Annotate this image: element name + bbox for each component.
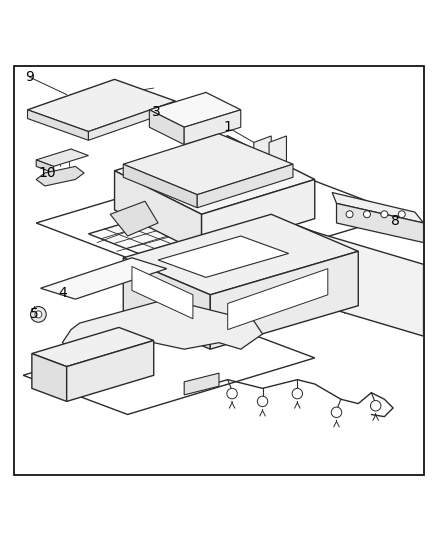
Polygon shape <box>110 201 158 236</box>
Polygon shape <box>14 66 424 475</box>
Polygon shape <box>254 136 271 177</box>
Polygon shape <box>32 353 67 401</box>
Circle shape <box>371 400 381 411</box>
Circle shape <box>364 211 371 218</box>
Circle shape <box>227 389 237 399</box>
Polygon shape <box>115 136 315 214</box>
Polygon shape <box>210 251 358 349</box>
Polygon shape <box>67 341 154 401</box>
Circle shape <box>31 306 46 322</box>
Polygon shape <box>32 327 154 367</box>
Circle shape <box>346 211 353 218</box>
Polygon shape <box>149 92 241 127</box>
Polygon shape <box>184 110 241 144</box>
Text: 8: 8 <box>391 214 400 228</box>
Polygon shape <box>28 79 176 132</box>
Text: 10: 10 <box>38 166 56 180</box>
Polygon shape <box>36 158 402 279</box>
Text: 3: 3 <box>152 105 160 119</box>
Polygon shape <box>184 373 219 395</box>
Circle shape <box>292 389 303 399</box>
Polygon shape <box>41 258 167 299</box>
Polygon shape <box>149 110 184 144</box>
Polygon shape <box>123 258 210 349</box>
Polygon shape <box>88 195 319 273</box>
Polygon shape <box>115 171 201 254</box>
Polygon shape <box>36 160 53 173</box>
Polygon shape <box>123 164 197 208</box>
Text: 4: 4 <box>58 286 67 300</box>
Polygon shape <box>332 192 424 223</box>
Polygon shape <box>336 204 424 243</box>
Text: 5: 5 <box>30 308 39 321</box>
Polygon shape <box>123 214 358 295</box>
Polygon shape <box>158 236 289 277</box>
Polygon shape <box>36 166 84 186</box>
Polygon shape <box>284 223 424 336</box>
Polygon shape <box>88 101 176 140</box>
Text: 1: 1 <box>223 120 232 134</box>
Polygon shape <box>28 110 88 140</box>
Polygon shape <box>201 180 315 254</box>
Circle shape <box>35 311 42 318</box>
Circle shape <box>257 396 268 407</box>
Circle shape <box>331 407 342 417</box>
Polygon shape <box>228 269 328 329</box>
Polygon shape <box>123 134 293 195</box>
Circle shape <box>398 211 405 218</box>
Polygon shape <box>132 266 193 319</box>
Polygon shape <box>269 136 286 177</box>
Polygon shape <box>36 149 88 166</box>
Polygon shape <box>62 299 262 353</box>
Polygon shape <box>23 319 315 415</box>
Polygon shape <box>197 164 293 208</box>
Text: 9: 9 <box>25 70 34 84</box>
Circle shape <box>381 211 388 218</box>
